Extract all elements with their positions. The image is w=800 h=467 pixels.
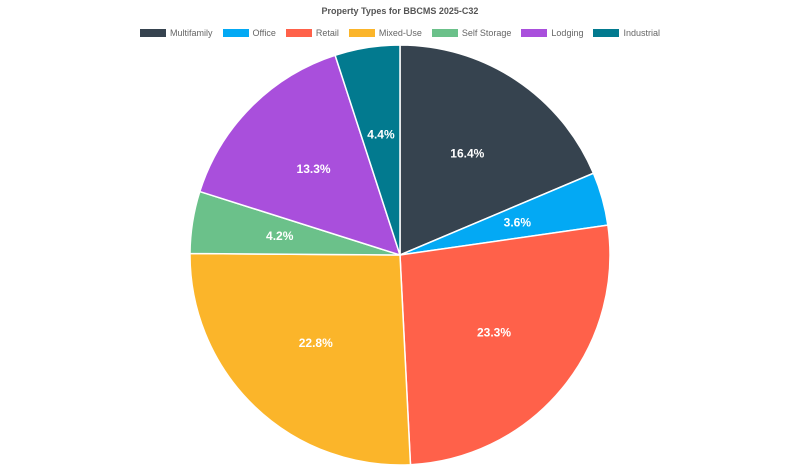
legend-item-multifamily[interactable]: Multifamily bbox=[140, 28, 213, 38]
pie-slice-retail[interactable] bbox=[399, 224, 611, 466]
legend-swatch bbox=[222, 29, 249, 37]
legend-swatch bbox=[521, 29, 548, 37]
legend-swatch bbox=[431, 29, 458, 37]
slice-label: 4.2% bbox=[266, 229, 294, 243]
pie-slice-mixed-use[interactable] bbox=[189, 252, 412, 466]
legend-label: Lodging bbox=[551, 28, 584, 38]
legend-item-retail[interactable]: Retail bbox=[285, 28, 339, 38]
legend-swatch bbox=[348, 29, 375, 37]
legend-label: Industrial bbox=[623, 28, 660, 38]
legend-swatch bbox=[140, 29, 166, 37]
legend-label: Multifamily bbox=[170, 28, 213, 38]
chart-title: Property Types for BBCMS 2025-C32 bbox=[321, 6, 479, 16]
slice-label: 23.3% bbox=[477, 325, 511, 339]
legend-item-self-storage[interactable]: Self Storage bbox=[431, 28, 512, 38]
pie-slice-lodging[interactable] bbox=[198, 54, 402, 257]
legend-label: Office bbox=[252, 28, 276, 38]
pie-slice-multifamily[interactable] bbox=[399, 44, 595, 257]
legend-item-industrial[interactable]: Industrial bbox=[593, 28, 660, 38]
legend-label: Retail bbox=[315, 28, 339, 38]
legend-swatch bbox=[593, 29, 620, 37]
slice-label: 13.3% bbox=[297, 162, 331, 176]
slice-label: 22.8% bbox=[299, 336, 333, 350]
slice-label: 4.4% bbox=[367, 128, 395, 142]
legend-label: Mixed-Use bbox=[378, 28, 422, 38]
legend-item-lodging[interactable]: Lodging bbox=[521, 28, 583, 38]
slice-label: 3.6% bbox=[504, 215, 532, 229]
legend: Multifamily Office Retail Mixed-Use Self Sto… bbox=[0, 28, 800, 38]
legend-swatch bbox=[285, 29, 312, 37]
legend-item-mixed-use[interactable]: Mixed-Use bbox=[348, 28, 422, 38]
slice-label: 16.4% bbox=[450, 146, 484, 160]
legend-label: Self Storage bbox=[461, 28, 512, 38]
legend-item-office[interactable]: Office bbox=[222, 28, 276, 38]
pie-slice-industrial[interactable] bbox=[334, 44, 401, 256]
